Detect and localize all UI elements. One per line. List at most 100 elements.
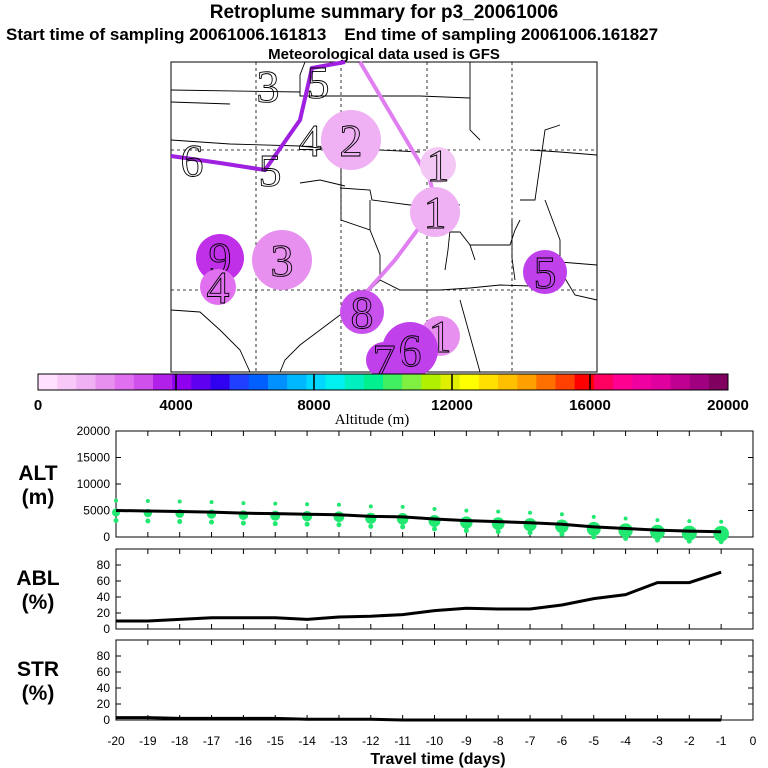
data-point — [428, 514, 441, 527]
colorbar-swatch — [555, 374, 575, 390]
data-point-spread — [145, 499, 150, 504]
marker-label: 7 — [373, 335, 396, 386]
map-marker: 8 — [340, 287, 384, 338]
panel-abl: 80 60 40 20 0 ABL (%) — [16, 548, 754, 636]
colorbar-swatch — [229, 374, 250, 390]
data-point — [681, 525, 697, 541]
map-marker: 7 — [366, 335, 402, 386]
y-tick-label: 60 — [97, 574, 111, 588]
data-point-spread — [655, 518, 660, 523]
data-point-spread — [718, 539, 724, 545]
marker-disc — [252, 230, 312, 290]
data-point-spread — [591, 534, 597, 540]
trajectory-upper — [170, 60, 346, 173]
y-tick-label: 40 — [97, 681, 111, 695]
data-point-spread — [687, 519, 692, 524]
colorbar-swatch — [287, 374, 307, 390]
colorbar-swatch — [478, 374, 499, 390]
x-axis-label: Travel time (days) — [370, 751, 505, 768]
x-axis-ticks: -20 -19 -18 -17 -16 -15 -14 -13 -12 -11 -10 -9 -8 -7-… — [107, 734, 756, 748]
x-tick-label: -6 — [557, 734, 568, 748]
colorbar-swatch — [57, 374, 77, 390]
data-point-spread — [496, 509, 501, 514]
x-tick-label: -11 — [394, 734, 411, 748]
marker-label: 2 — [340, 115, 363, 166]
marker-label: 4 — [299, 115, 322, 166]
colorbar-tick-labels: 0 4000 8000 12000 16000 20000 — [34, 397, 749, 414]
colorbar-swatch — [632, 374, 652, 390]
marker-disc — [340, 290, 384, 334]
marker-disc — [196, 234, 244, 282]
y-tick-label: 20 — [97, 697, 111, 711]
panel-alt: 20000 15000 10000 5000 0 ALT (m) — [18, 424, 754, 545]
colorbar-swatch — [593, 374, 614, 390]
x-tick-label: 0 — [750, 734, 757, 748]
data-point — [460, 516, 473, 529]
marker-label: 5 — [259, 145, 282, 196]
colorbar-swatch — [191, 374, 211, 390]
colorbar-swatch — [440, 374, 460, 390]
data-point-spread — [686, 538, 692, 544]
map-marker: 3 — [252, 230, 312, 290]
marker-label: 6 — [181, 135, 204, 186]
data-point-spread — [527, 530, 533, 536]
y-tick-label: 5000 — [83, 504, 110, 518]
map-marker: 5 — [306, 57, 330, 109]
data-point-spread — [368, 504, 373, 509]
colorbar-swatch — [133, 374, 154, 390]
colorbar-swatch — [459, 374, 480, 390]
colorbar-swatch — [248, 374, 269, 390]
data-point-spread — [273, 501, 278, 506]
x-tick-label: -2 — [684, 734, 695, 748]
colorbar-frame — [37, 373, 729, 391]
colorbar-swatch — [383, 374, 403, 390]
colorbar-swatch — [363, 374, 384, 390]
map-marker: 6 — [180, 135, 204, 187]
data-point-spread — [368, 523, 374, 529]
data-point-spread — [145, 518, 151, 524]
data-point — [523, 518, 537, 532]
colorbar-tick-label: 4000 — [159, 397, 192, 414]
x-tick-label: -12 — [362, 734, 380, 748]
colorbar-swatch — [306, 374, 326, 390]
data-point — [650, 524, 665, 540]
series-line-str — [116, 716, 722, 722]
y-tick-label: 80 — [97, 558, 111, 572]
colorbar-swatch — [95, 374, 115, 390]
marker-label: 5 — [534, 247, 557, 298]
marker-label: 6 — [399, 325, 422, 376]
colorbar-swatch — [402, 374, 422, 390]
x-tick-label: -9 — [461, 734, 472, 748]
marker-label: 8 — [351, 287, 374, 338]
marker-label: 3 — [271, 235, 294, 286]
map-marker: 1 — [420, 140, 456, 191]
data-point-spread — [432, 526, 437, 532]
data-point-spread — [113, 518, 119, 523]
map-marker: 1 — [410, 187, 460, 238]
colorbar-swatch — [613, 374, 633, 390]
marker-label: 1 — [424, 187, 447, 238]
colorbar-swatch — [670, 374, 690, 390]
y-tick-label: 0 — [103, 713, 110, 727]
marker-label: 5 — [307, 57, 330, 108]
data-point-spread — [177, 519, 183, 525]
data-point-spread — [528, 510, 533, 515]
colorbar-swatch — [651, 374, 671, 390]
y-axis-label: ABL (%) — [16, 567, 59, 614]
colorbar-swatch — [268, 374, 288, 390]
data-point-spread — [400, 524, 406, 530]
data-point — [555, 519, 569, 534]
x-tick-label: -17 — [203, 734, 221, 748]
marker-disc — [366, 342, 402, 378]
data-point — [301, 511, 313, 522]
x-tick-label: -1 — [716, 734, 727, 748]
panel-frame — [115, 639, 754, 721]
end-time-label: End time of sampling 20061006.161827 — [344, 25, 659, 44]
data-point-spread — [304, 521, 310, 527]
data-point-spread — [654, 537, 660, 543]
y-axis-label: STR (%) — [17, 658, 59, 705]
colorbar-swatch — [114, 374, 135, 390]
x-tick-label: -10 — [426, 734, 444, 748]
altitude-colorbar — [37, 373, 729, 391]
